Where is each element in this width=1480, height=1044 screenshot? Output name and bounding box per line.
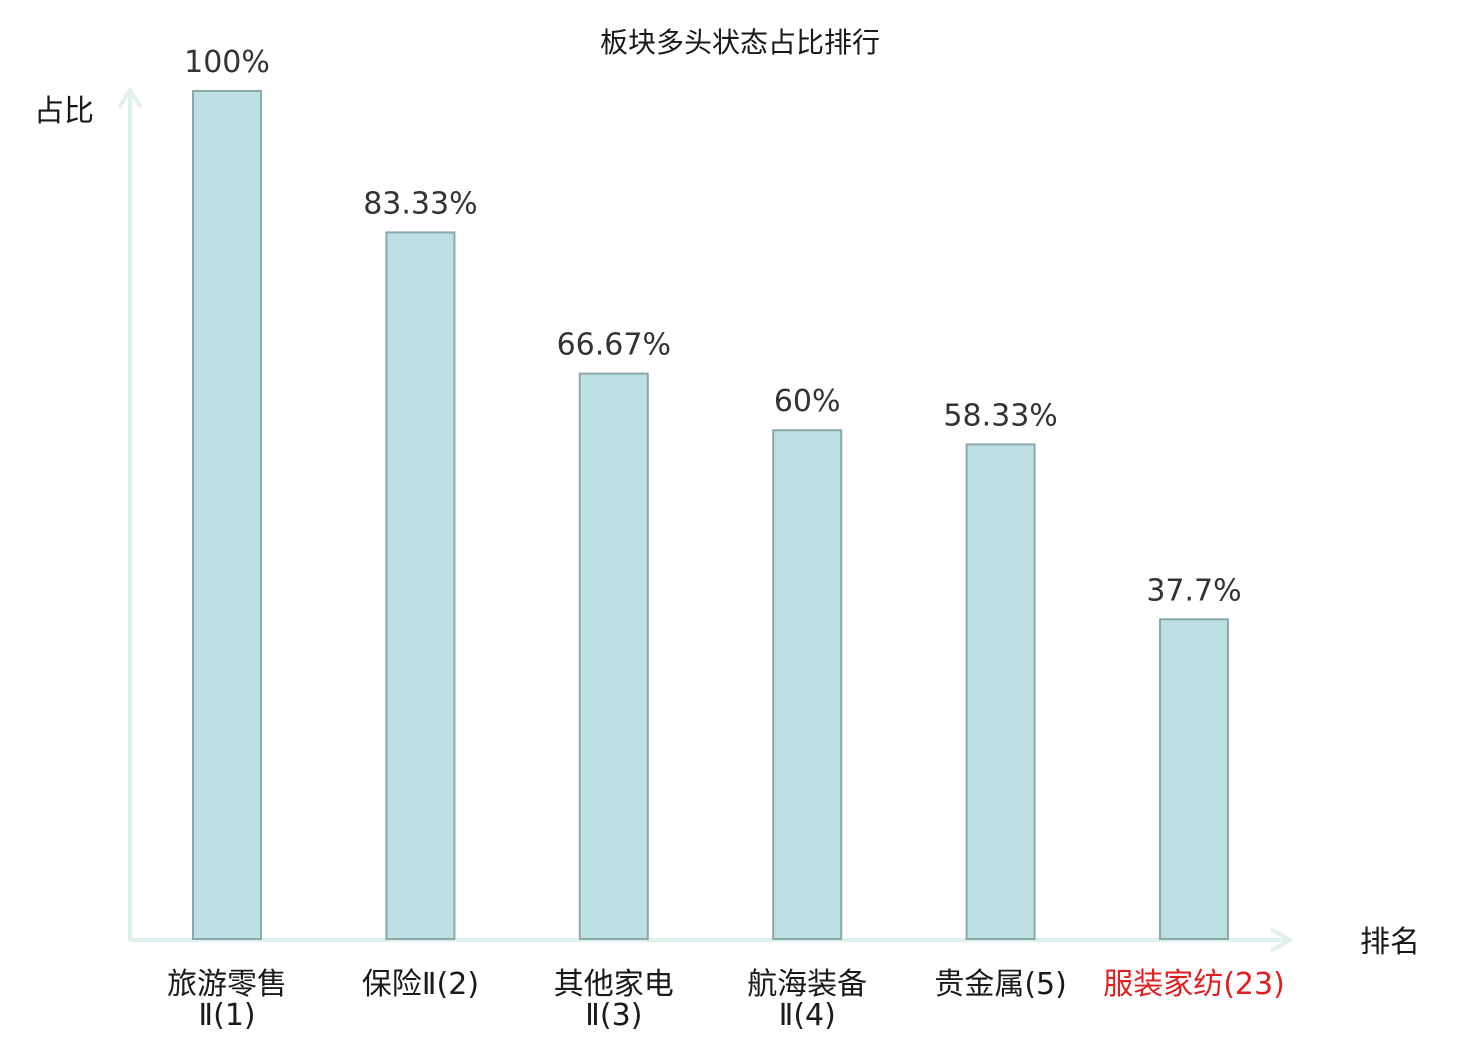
bar-value-label: 60%: [774, 384, 841, 419]
bar: [192, 90, 262, 940]
bar: [965, 443, 1036, 940]
bar: [1159, 618, 1229, 940]
category-label: 旅游零售: [167, 967, 287, 1002]
y-axis-label: 占比: [34, 94, 94, 129]
bar-value-label: 58.33%: [943, 398, 1057, 433]
category-label: 其他家电: [554, 967, 674, 1002]
y-axis-arrow: [118, 88, 142, 108]
category-label-line2: Ⅱ(1): [198, 998, 255, 1033]
category-label: 航海装备: [747, 967, 867, 1002]
bar-value-label: 83.33%: [363, 186, 477, 221]
category-label: 服装家纺(23): [1103, 967, 1285, 1002]
bar-value-label: 66.67%: [557, 328, 671, 363]
x-axis-arrow: [1270, 928, 1292, 952]
category-label-line2: Ⅱ(3): [585, 998, 642, 1033]
chart-title: 板块多头状态占比排行: [600, 26, 880, 59]
category-label: 保险Ⅱ(2): [362, 967, 479, 1002]
bars-group: [192, 90, 1229, 941]
bar-value-label: 37.7%: [1146, 573, 1241, 608]
category-label-line2: Ⅱ(4): [779, 998, 836, 1033]
x-axis-label: 排名: [1360, 925, 1420, 960]
bar: [772, 429, 843, 940]
bar: [385, 231, 456, 940]
bar: [578, 372, 649, 941]
category-label: 贵金属(5): [934, 967, 1067, 1002]
value-labels-group: 100% 83.33% 66.67% 60% 58.33% 37.7%: [184, 45, 1242, 608]
bar-value-label: 100%: [184, 45, 270, 80]
